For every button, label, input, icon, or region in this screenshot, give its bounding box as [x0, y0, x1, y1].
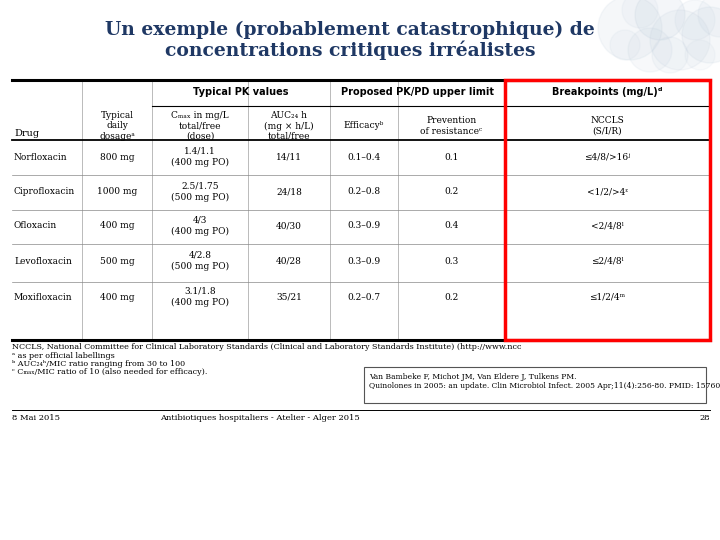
Text: 500 mg: 500 mg [99, 256, 135, 266]
Text: 24/18: 24/18 [276, 187, 302, 197]
Circle shape [628, 28, 672, 72]
Circle shape [675, 0, 715, 40]
Bar [505, 80, 710, 340]
Circle shape [598, 0, 662, 60]
Text: NCCLS, National Committee for Clinical Laboratory Standards (Clinical and Labora: NCCLS, National Committee for Clinical L… [12, 343, 521, 351]
Text: ≤4/8/>16ʲ: ≤4/8/>16ʲ [584, 152, 631, 161]
Text: 0.1: 0.1 [444, 152, 459, 161]
Text: concentrations critiques irréalistes: concentrations critiques irréalistes [165, 40, 535, 60]
Text: 35/21: 35/21 [276, 293, 302, 301]
Circle shape [682, 7, 720, 63]
Text: 28: 28 [699, 414, 710, 422]
Text: ᵃ as per official labellings: ᵃ as per official labellings [12, 352, 114, 360]
Text: AUC₂₄ h
(mg × h/L)
total/free: AUC₂₄ h (mg × h/L) total/free [264, 111, 314, 141]
Text: Antibiotiques hospitaliers - Atelier - Alger 2015: Antibiotiques hospitaliers - Atelier - A… [160, 414, 360, 422]
Text: Typical PK values: Typical PK values [193, 87, 289, 97]
Text: 0.3–0.9: 0.3–0.9 [348, 256, 381, 266]
Text: 0.2–0.8: 0.2–0.8 [348, 187, 381, 197]
Text: 4/2.8
(500 mg PO): 4/2.8 (500 mg PO) [171, 251, 229, 271]
Text: 0.3–0.9: 0.3–0.9 [348, 221, 381, 231]
Circle shape [652, 37, 688, 73]
Text: 0.2–0.7: 0.2–0.7 [348, 293, 381, 301]
Text: Moxifloxacin: Moxifloxacin [14, 293, 73, 301]
Text: 0.2: 0.2 [444, 293, 459, 301]
Text: Levofloxacin: Levofloxacin [14, 256, 72, 266]
Text: 8 Mai 2015: 8 Mai 2015 [12, 414, 60, 422]
Text: Drug: Drug [14, 129, 39, 138]
Text: ᵇ AUC₂₄ʰ/MIC ratio ranging from 30 to 100: ᵇ AUC₂₄ʰ/MIC ratio ranging from 30 to 10… [12, 360, 185, 368]
Text: 1.4/1.1
(400 mg PO): 1.4/1.1 (400 mg PO) [171, 147, 229, 167]
Text: Ofloxacin: Ofloxacin [14, 221, 58, 231]
Text: 0.1–0.4: 0.1–0.4 [347, 152, 381, 161]
Text: ≤1/2/4ᵐ: ≤1/2/4ᵐ [590, 293, 626, 301]
Text: <2/4/8ˡ: <2/4/8ˡ [591, 221, 624, 231]
Text: 4/3
(400 mg PO): 4/3 (400 mg PO) [171, 216, 229, 236]
Text: ≤2/4/8ˡ: ≤2/4/8ˡ [591, 256, 624, 266]
Circle shape [635, 0, 685, 40]
FancyBboxPatch shape [364, 367, 706, 403]
Text: Typical
daily
dosageᵃ: Typical daily dosageᵃ [99, 111, 135, 141]
Text: Ciprofloxacin: Ciprofloxacin [14, 187, 76, 197]
Circle shape [685, 40, 715, 70]
Circle shape [622, 0, 658, 28]
Text: 0.3: 0.3 [444, 256, 459, 266]
Circle shape [650, 10, 710, 70]
Text: Cₘₐₓ in mg/L
total/free
(dose): Cₘₐₓ in mg/L total/free (dose) [171, 111, 229, 141]
Text: Proposed PK/PD upper limit: Proposed PK/PD upper limit [341, 87, 494, 97]
Text: 0.4: 0.4 [444, 221, 459, 231]
Text: Norfloxacin: Norfloxacin [14, 152, 68, 161]
Text: <1/2/>4ᵋ: <1/2/>4ᵋ [587, 187, 629, 197]
Text: 14/11: 14/11 [276, 152, 302, 161]
Text: Quinolones in 2005: an update. Clin Microbiol Infect. 2005 Apr;11(4):256-80. PMI: Quinolones in 2005: an update. Clin Micr… [369, 382, 720, 390]
Text: 0.2: 0.2 [444, 187, 459, 197]
Text: 40/28: 40/28 [276, 256, 302, 266]
Text: ᶜ Cₘₐₓ/MIC ratio of 10 (also needed for efficacy).: ᶜ Cₘₐₓ/MIC ratio of 10 (also needed for … [12, 368, 207, 376]
Text: 2.5/1.75
(500 mg PO): 2.5/1.75 (500 mg PO) [171, 182, 229, 202]
Text: Breakpoints (mg/L)ᵈ: Breakpoints (mg/L)ᵈ [552, 87, 662, 97]
Text: Efficacyᵇ: Efficacyᵇ [344, 122, 384, 131]
Text: Un exemple (probablement catastrophique) de: Un exemple (probablement catastrophique)… [105, 21, 595, 39]
Text: 3.1/1.8
(400 mg PO): 3.1/1.8 (400 mg PO) [171, 287, 229, 307]
Text: 40/30: 40/30 [276, 221, 302, 231]
Circle shape [698, 0, 720, 37]
Text: Prevention
of resistanceᶜ: Prevention of resistanceᶜ [420, 116, 482, 136]
Text: 800 mg: 800 mg [100, 152, 134, 161]
Text: NCCLS
(S/I/R): NCCLS (S/I/R) [590, 116, 624, 136]
Text: 400 mg: 400 mg [100, 293, 134, 301]
Text: Van Bambeke F, Michot JM, Van Eldere J, Tulkens PM.: Van Bambeke F, Michot JM, Van Eldere J, … [369, 373, 577, 381]
Text: 400 mg: 400 mg [100, 221, 134, 231]
Text: 1000 mg: 1000 mg [97, 187, 137, 197]
Circle shape [610, 30, 640, 60]
